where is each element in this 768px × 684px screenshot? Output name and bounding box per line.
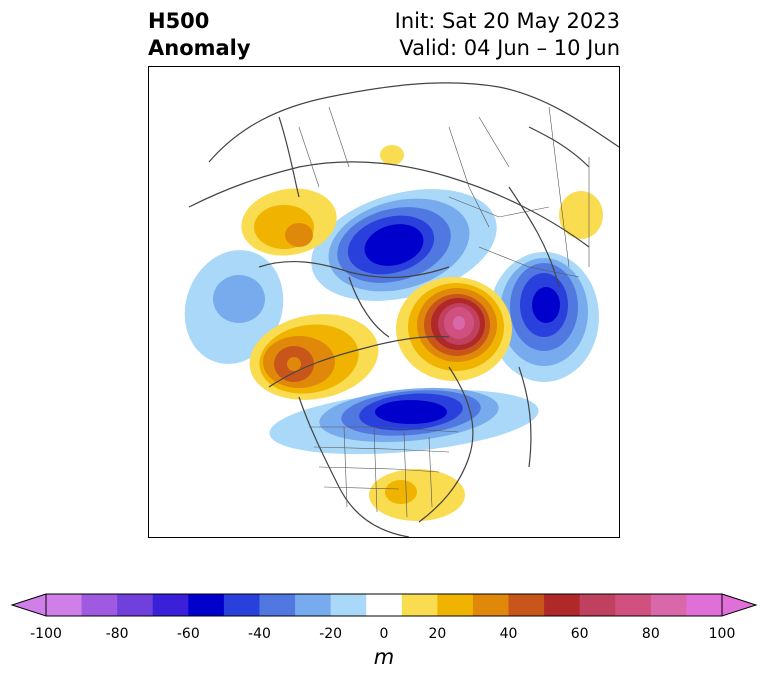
colorbar-bin <box>259 594 296 616</box>
positive-anomaly-asia <box>559 191 603 239</box>
positive-anomaly-pole <box>380 145 404 165</box>
colorbar-bin <box>188 594 225 616</box>
positive-anomaly-labrador <box>396 277 512 381</box>
map-canvas <box>184 82 619 537</box>
negative-anomaly-arctic <box>311 189 497 301</box>
anomaly-map <box>148 66 620 538</box>
colorbar <box>10 593 758 617</box>
colorbar-tick-label: -40 <box>248 626 271 642</box>
political-borders <box>298 106 590 518</box>
colorbar-bin <box>579 594 616 616</box>
colorbar-frame <box>45 593 723 617</box>
colorbar-tick-label: -60 <box>176 626 200 642</box>
colorbar-bin <box>46 594 83 616</box>
negative-anomaly-siberia <box>489 252 599 382</box>
colorbar-bin <box>330 594 367 616</box>
positive-anomaly-southeast-us <box>369 469 465 521</box>
coastlines <box>188 82 619 537</box>
colorbar-unit-label: m <box>373 645 395 669</box>
colorbar-tick-label: -100 <box>30 626 62 642</box>
colorbar-tick-label: -80 <box>105 626 129 642</box>
colorbar-bin <box>650 594 687 616</box>
title-line-2: Anomaly <box>148 36 251 60</box>
title-line-1: H500 <box>148 9 210 33</box>
colorbar-tick-label: 20 <box>428 626 447 642</box>
valid-date: Valid: 04 Jun – 10 Jun <box>399 36 620 60</box>
colorbar-bin <box>437 594 474 616</box>
colorbar-bin <box>295 594 332 616</box>
colorbar-bin <box>401 594 438 616</box>
colorbar-tick-label: 60 <box>570 626 589 642</box>
colorbar-bin <box>472 594 510 616</box>
forecast-dates: Init: Sat 20 May 2023 Valid: 04 Jun – 10… <box>395 8 620 62</box>
colorbar-bin <box>81 594 118 616</box>
colorbar-extend-high <box>721 593 758 617</box>
init-date: Init: Sat 20 May 2023 <box>394 9 620 33</box>
colorbar-tick-label: 100 <box>708 626 736 642</box>
colorbar-tick-label: 40 <box>499 626 518 642</box>
map-title: H500 Anomaly <box>148 8 251 62</box>
negative-anomaly-pacific <box>184 250 284 364</box>
colorbar-extend-low <box>10 593 47 617</box>
colorbar-bin <box>366 594 403 616</box>
colorbar-bin <box>223 594 260 616</box>
colorbar-bin <box>152 594 189 616</box>
negative-anomaly-canada <box>269 387 539 455</box>
colorbar-bin <box>117 594 154 616</box>
colorbar-bin <box>686 594 723 616</box>
positive-anomaly-europe <box>241 188 337 256</box>
colorbar-bin <box>508 594 545 616</box>
colorbar-tick-label: 0 <box>379 626 389 642</box>
colorbar-bin <box>544 594 581 616</box>
colorbar-tick-label: 80 <box>641 626 660 642</box>
colorbar-bin <box>615 594 652 616</box>
colorbar-tick-label: -20 <box>319 626 343 642</box>
